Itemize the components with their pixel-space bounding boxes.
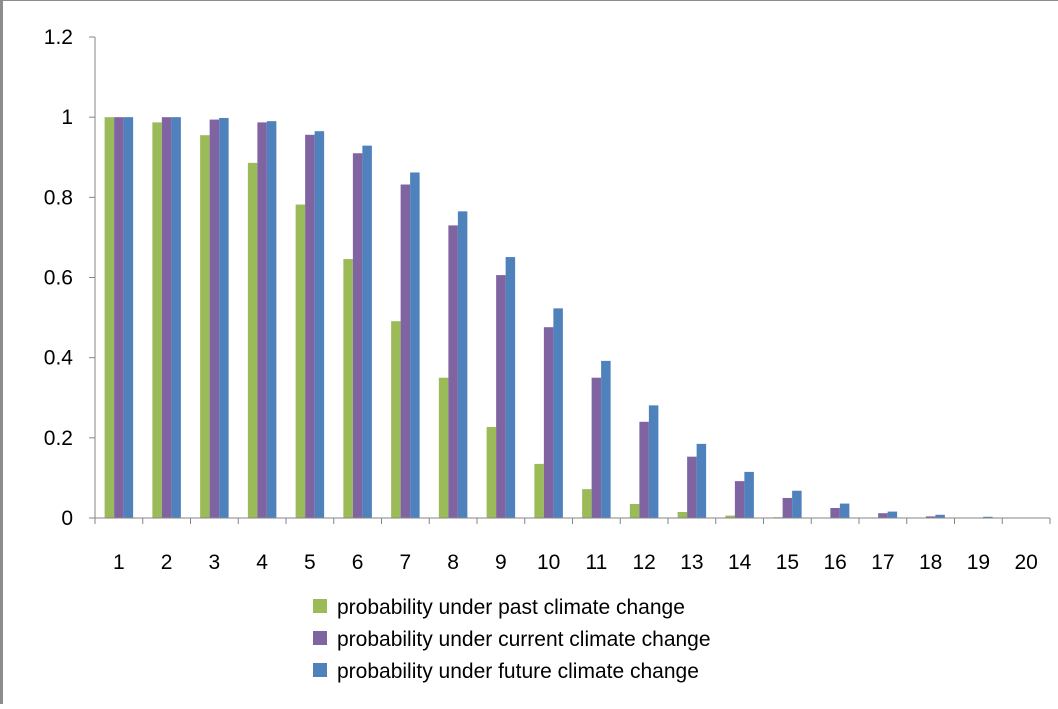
bar bbox=[248, 163, 258, 518]
x-tick-label: 9 bbox=[495, 551, 507, 574]
bars-group bbox=[105, 117, 993, 518]
bar bbox=[362, 146, 372, 518]
x-tick-label: 12 bbox=[632, 551, 655, 574]
y-tick-label: 0.6 bbox=[44, 267, 73, 290]
bar bbox=[410, 172, 420, 518]
bar bbox=[219, 118, 229, 518]
bar bbox=[534, 464, 544, 518]
legend-label: probability under past climate change bbox=[337, 596, 685, 619]
bar bbox=[487, 427, 497, 518]
legend-label: probability under current climate change bbox=[337, 628, 711, 651]
x-tick-label: 15 bbox=[776, 551, 799, 574]
y-tick-label: 1.2 bbox=[44, 26, 73, 49]
bar bbox=[305, 135, 315, 518]
bar bbox=[553, 308, 563, 518]
bar bbox=[391, 321, 401, 518]
bar bbox=[687, 457, 697, 518]
x-tick-label: 8 bbox=[447, 551, 459, 574]
y-axis-labels: 0 0.2 0.4 0.6 0.8 1 1.2 bbox=[44, 26, 74, 530]
bar bbox=[439, 378, 449, 518]
bar bbox=[792, 491, 802, 518]
axes-group bbox=[95, 37, 1050, 518]
bar bbox=[315, 131, 325, 518]
bar bbox=[200, 135, 210, 518]
legend-swatch bbox=[313, 631, 327, 645]
x-tick-label: 5 bbox=[304, 551, 316, 574]
legend-swatch bbox=[313, 599, 327, 613]
bar bbox=[649, 405, 659, 518]
bar bbox=[496, 275, 506, 518]
bar bbox=[678, 512, 688, 518]
bar bbox=[830, 508, 840, 518]
x-tick-label: 3 bbox=[209, 551, 221, 574]
y-tick-label: 0.8 bbox=[44, 186, 73, 209]
bar bbox=[296, 205, 306, 518]
bar bbox=[105, 117, 115, 518]
legend-swatch bbox=[313, 663, 327, 677]
bar bbox=[401, 185, 411, 518]
bar bbox=[601, 361, 611, 518]
x-axis-ticks bbox=[95, 518, 1050, 524]
y-tick-label: 1 bbox=[61, 106, 73, 129]
x-tick-label: 7 bbox=[400, 551, 412, 574]
bar bbox=[171, 117, 181, 518]
bar bbox=[152, 122, 162, 518]
x-tick-label: 16 bbox=[823, 551, 846, 574]
bar bbox=[353, 153, 363, 518]
y-tick-label: 0.2 bbox=[44, 427, 73, 450]
bar bbox=[888, 512, 898, 518]
bar bbox=[458, 211, 468, 518]
bar bbox=[114, 117, 124, 518]
bar bbox=[162, 117, 172, 518]
bar bbox=[744, 472, 754, 518]
x-tick-label: 2 bbox=[161, 551, 173, 574]
bar bbox=[582, 489, 592, 518]
x-tick-label: 14 bbox=[728, 551, 752, 574]
bar bbox=[735, 481, 745, 518]
bar bbox=[506, 257, 516, 518]
bar bbox=[124, 117, 134, 518]
bar bbox=[210, 120, 220, 518]
x-tick-label: 17 bbox=[871, 551, 894, 574]
y-tick-label: 0 bbox=[61, 507, 73, 530]
x-tick-label: 4 bbox=[256, 551, 268, 574]
bar bbox=[544, 327, 554, 518]
x-tick-label: 18 bbox=[919, 551, 942, 574]
x-tick-label: 13 bbox=[680, 551, 703, 574]
bar bbox=[639, 422, 649, 518]
bar bbox=[448, 225, 458, 518]
bar bbox=[878, 513, 888, 518]
bar bbox=[697, 444, 707, 518]
x-tick-label: 19 bbox=[967, 551, 990, 574]
x-tick-label: 1 bbox=[113, 551, 125, 574]
bar bbox=[840, 504, 850, 518]
bar bbox=[630, 504, 640, 518]
legend: probability under past climate change pro… bbox=[313, 596, 711, 683]
x-tick-label: 6 bbox=[352, 551, 364, 574]
bar bbox=[343, 259, 353, 518]
y-tick-label: 0.4 bbox=[44, 347, 74, 370]
x-tick-label: 10 bbox=[537, 551, 560, 574]
y-axis-ticks bbox=[89, 37, 95, 518]
x-tick-label: 20 bbox=[1014, 551, 1037, 574]
bar bbox=[267, 121, 277, 518]
legend-label: probability under future climate change bbox=[337, 660, 699, 683]
x-tick-label: 11 bbox=[585, 551, 607, 574]
bar bbox=[783, 498, 793, 518]
bar bbox=[592, 378, 602, 518]
bar bbox=[257, 122, 267, 518]
